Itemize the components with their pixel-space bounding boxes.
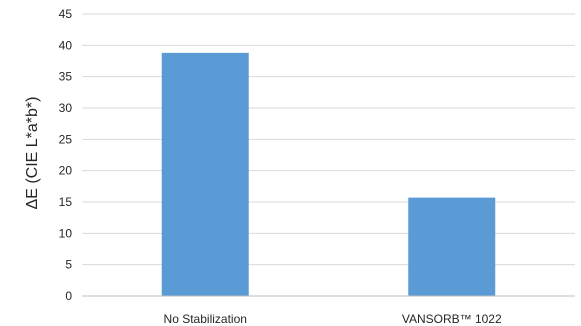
y-tick-label: 20 [59, 164, 73, 178]
y-tick-label: 5 [65, 258, 72, 272]
y-tick-label: 25 [59, 132, 73, 146]
gridlines [82, 13, 575, 266]
y-axis-label: ΔE (CIE L*a*b*) [24, 97, 41, 210]
y-axis-ticks: 0 5 10 15 20 25 30 35 40 45 [59, 7, 73, 303]
bars [161, 52, 496, 296]
y-tick-label: 35 [59, 70, 73, 84]
y-tick-label: 10 [59, 226, 73, 240]
y-tick-label: 45 [59, 7, 73, 21]
y-tick-label: 30 [59, 101, 73, 115]
x-category-label: No Stabilization [164, 312, 247, 326]
y-tick-label: 15 [59, 195, 73, 209]
bar [408, 197, 496, 296]
y-tick-label: 0 [65, 289, 72, 303]
bar [161, 52, 249, 296]
x-category-label: VANSORB™ 1022 [402, 312, 502, 326]
y-tick-label: 40 [59, 38, 73, 52]
x-axis-categories: No Stabilization VANSORB™ 1022 [164, 312, 502, 326]
